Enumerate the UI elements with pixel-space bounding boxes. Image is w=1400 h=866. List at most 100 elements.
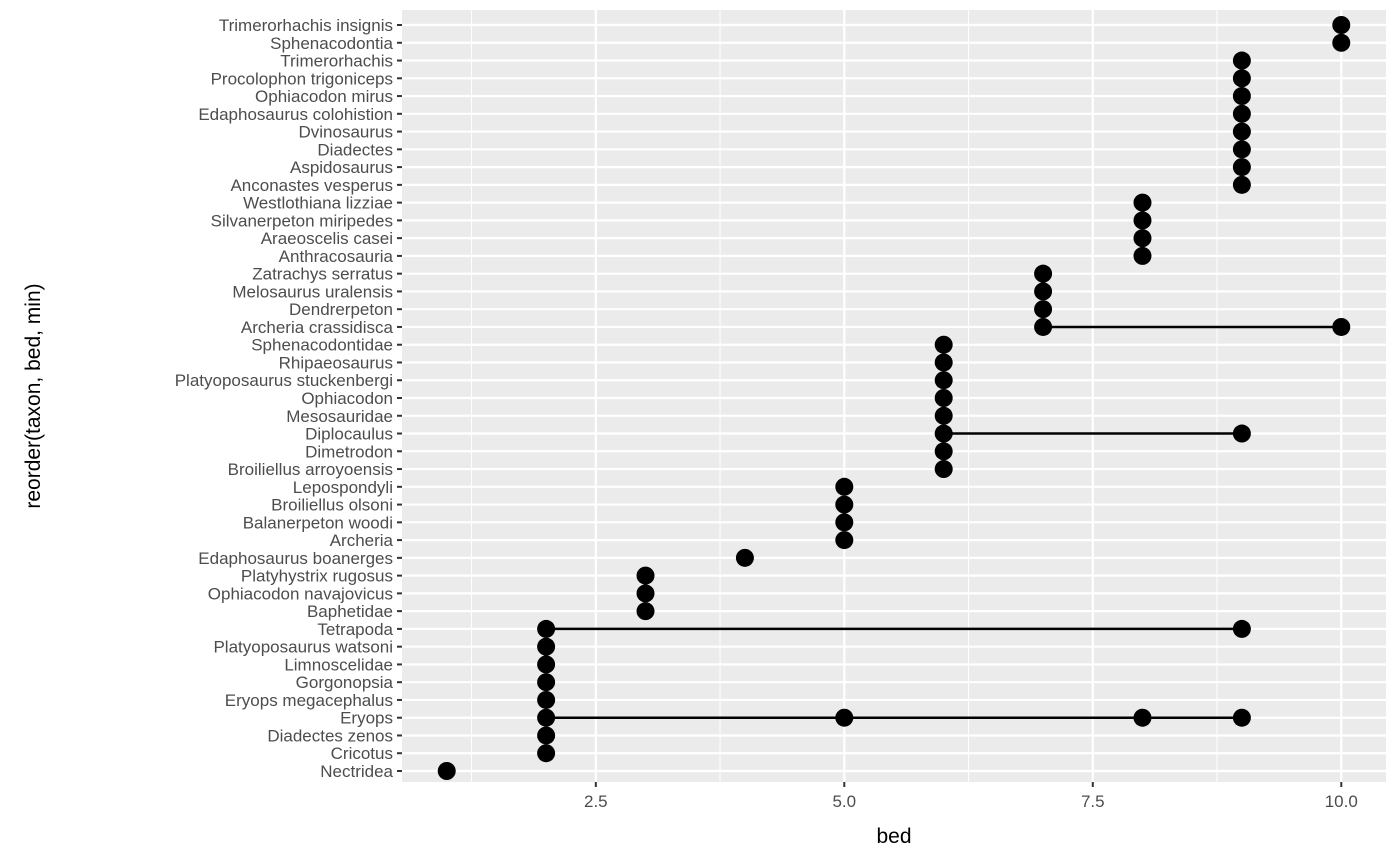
data-point [1232,708,1251,727]
data-marks [437,16,1351,780]
y-tick-label: Archeria crassidisca [241,318,394,337]
data-point [437,762,456,780]
y-tick-label: Ophiacodon [301,389,393,408]
y-tick-label: Platyoposaurus watsoni [213,638,393,657]
y-tick-label: Anconastes vesperus [230,176,393,195]
data-point [1332,317,1351,336]
data-point [1034,282,1053,301]
y-tick-label: Eryops [340,709,393,728]
y-tick-label: Lepospondyli [293,478,393,497]
data-point [537,637,556,656]
data-point [1232,104,1251,123]
y-tick-label: Diplocaulus [305,425,393,444]
x-axis: 2.5 5.0 7.5 10.0 [584,782,1358,811]
data-point [835,513,854,532]
x-tick-label: 5.0 [832,792,856,811]
data-point [1332,16,1351,34]
y-tick-label: Melosaurus uralensis [232,282,393,301]
data-point [537,673,556,692]
data-point [1232,619,1251,638]
y-tick-label: Aspidosaurus [290,158,393,177]
y-tick-label: Dvinosaurus [299,123,394,142]
data-point [1133,246,1152,265]
data-point [1034,264,1053,283]
data-point [1133,229,1152,248]
data-point [735,548,754,567]
data-point [1232,175,1251,194]
data-point [1332,33,1351,52]
y-tick-label: Ophiacodon mirus [255,87,393,106]
data-point [1232,140,1251,159]
y-tick-label: Sphenacodontidae [251,336,393,355]
y-tick-label: Anthracosauria [279,247,394,266]
data-point [537,619,556,638]
data-point [835,477,854,496]
y-tick-label: Westlothiana lizziae [243,194,393,213]
y-tick-label: Limnoscelidae [284,655,393,674]
y-tick-label: Balanerpeton woodi [243,513,393,532]
data-point [835,708,854,727]
y-tick-label: Ophiacodon navajovicus [208,584,393,603]
data-point [1232,158,1251,177]
data-point [1133,708,1152,727]
y-tick-label: Diadectes [317,140,393,159]
y-tick-label: Dimetrodon [305,442,393,461]
data-point [934,424,953,443]
y-tick-label: Araeoscelis casei [261,229,393,248]
data-point [1232,87,1251,106]
data-point [537,655,556,674]
data-point [934,389,953,407]
data-point [537,726,556,745]
x-tick-label: 10.0 [1325,792,1358,811]
y-tick-label: Nectridea [320,762,393,781]
data-point [1232,424,1251,443]
y-tick-label: Gorgonopsia [296,673,394,692]
x-tick-label: 7.5 [1081,792,1105,811]
data-point [537,690,556,709]
y-tick-label: Eryops megacephalus [225,691,393,710]
y-tick-label: Edaphosaurus colohistion [198,105,393,124]
y-tick-label: Tetrapoda [317,620,393,639]
data-point [934,353,953,372]
y-tick-label: Mesosauridae [286,407,393,426]
data-point [934,406,953,425]
y-tick-label: Rhipaeosaurus [279,353,393,372]
y-tick-label: Zatrachys serratus [252,265,393,284]
y-tick-label: Sphenacodontia [270,34,393,53]
x-tick-label: 2.5 [584,792,608,811]
data-point [934,371,953,390]
y-tick-label: Silvanerpeton miripedes [211,211,393,230]
data-point [537,744,556,763]
y-axis: Trimerorhachis insignisSphenacodontiaTri… [175,16,402,781]
data-point [1034,317,1053,336]
data-point [934,335,953,354]
y-tick-label: Platyhystrix rugosus [241,567,393,586]
y-axis-title: reorder(taxon, bed, min) [22,283,45,508]
data-point [537,708,556,727]
y-tick-label: Broiliellus arroyoensis [228,460,393,479]
data-point [1133,193,1152,212]
data-point [636,584,655,603]
data-point [934,442,953,461]
data-point [934,460,953,479]
data-point [835,531,854,550]
y-tick-label: Edaphosaurus boanerges [198,549,393,568]
data-point [1232,122,1251,141]
y-tick-label: Dendrerpeton [289,300,393,319]
data-point [636,602,655,621]
data-point [1133,211,1152,230]
y-tick-label: Archeria [330,531,394,550]
y-tick-label: Diadectes zenos [267,726,393,745]
data-point [835,495,854,514]
data-point [1034,300,1053,319]
data-point [1232,51,1251,70]
y-tick-label: Platyoposaurus stuckenbergi [175,371,393,390]
y-tick-label: Procolophon trigoniceps [211,69,393,88]
x-axis-title: bed [876,825,911,848]
data-point [636,566,655,585]
y-tick-label: Baphetidae [307,602,393,621]
y-tick-label: Broiliellus olsoni [271,496,393,515]
plot-panel [402,10,1386,782]
data-point [1232,69,1251,88]
